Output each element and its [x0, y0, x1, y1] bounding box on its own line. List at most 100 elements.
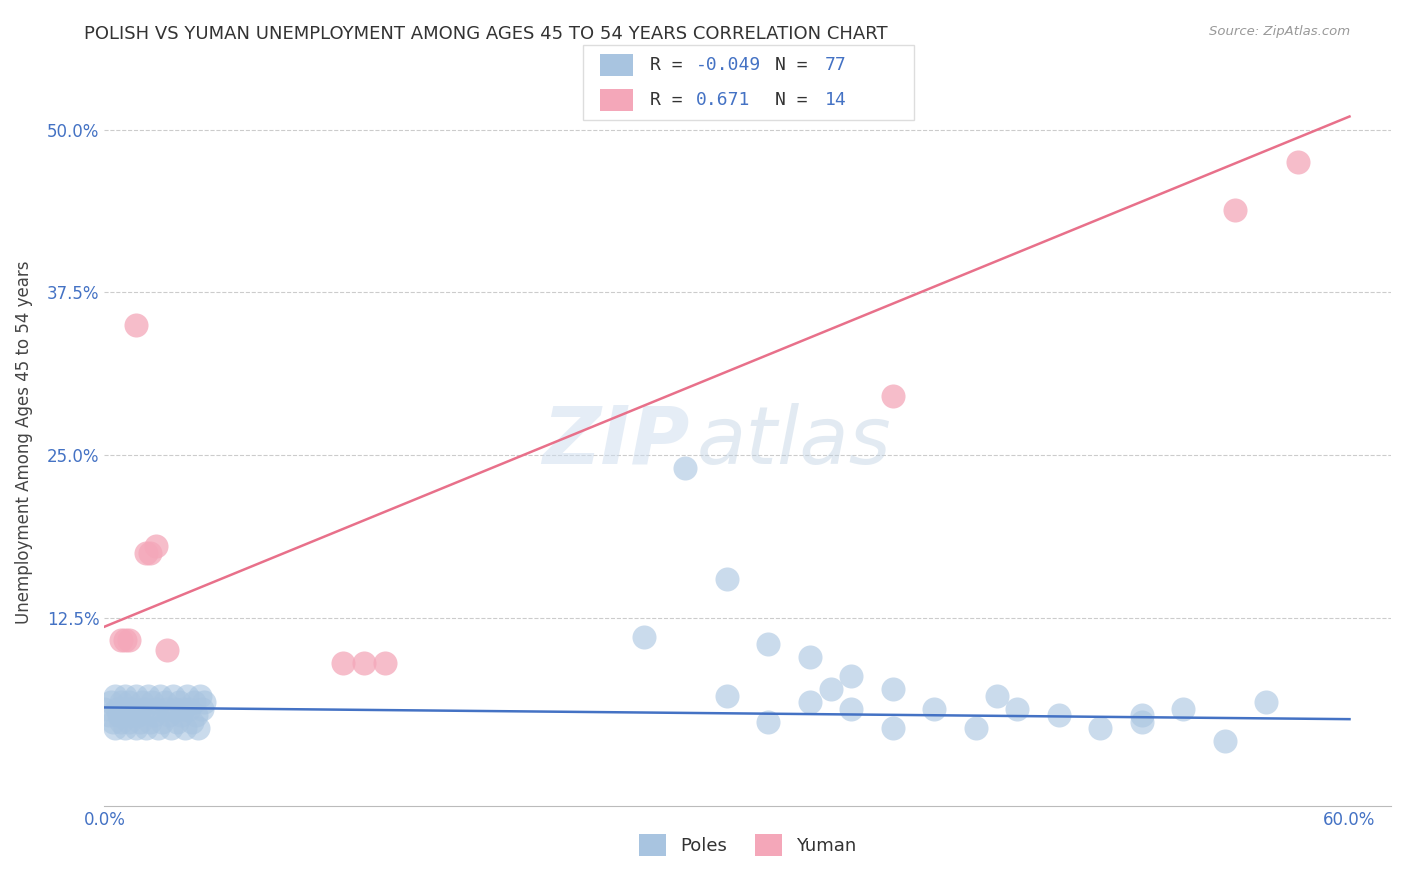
Point — [110, 632, 132, 647]
Point — [148, 721, 170, 735]
Point — [135, 545, 157, 559]
Point — [716, 572, 738, 586]
Point — [110, 714, 132, 729]
Point — [882, 682, 904, 697]
Text: POLISH VS YUMAN UNEMPLOYMENT AMONG AGES 45 TO 54 YEARS CORRELATION CHART: POLISH VS YUMAN UNEMPLOYMENT AMONG AGES … — [84, 25, 889, 43]
Point — [1286, 155, 1309, 169]
FancyBboxPatch shape — [600, 54, 633, 77]
Point — [176, 689, 198, 703]
Y-axis label: Unemployment Among Ages 45 to 54 years: Unemployment Among Ages 45 to 54 years — [15, 260, 32, 624]
Point — [1047, 708, 1070, 723]
Text: -0.049: -0.049 — [696, 56, 761, 74]
Point — [159, 721, 181, 735]
Point — [191, 702, 214, 716]
Text: N =: N = — [775, 91, 818, 109]
Point — [104, 721, 127, 735]
Point — [1256, 695, 1278, 709]
Point — [139, 714, 162, 729]
Text: Source: ZipAtlas.com: Source: ZipAtlas.com — [1209, 25, 1350, 38]
Point — [167, 695, 190, 709]
Point — [163, 702, 186, 716]
Point — [193, 695, 215, 709]
Point — [1225, 203, 1247, 218]
Point — [187, 721, 209, 735]
Point — [100, 695, 122, 709]
FancyBboxPatch shape — [583, 45, 914, 120]
Point — [110, 695, 132, 709]
Point — [633, 630, 655, 644]
Point — [1130, 714, 1153, 729]
Point — [183, 695, 205, 709]
Point — [1173, 702, 1195, 716]
Point — [170, 708, 193, 723]
Point — [104, 689, 127, 703]
Text: ZIP: ZIP — [543, 403, 690, 481]
Point — [841, 702, 863, 716]
Point — [115, 708, 138, 723]
Point — [924, 702, 946, 716]
Point — [112, 702, 135, 716]
Point — [179, 702, 201, 716]
Point — [124, 721, 146, 735]
Point — [841, 669, 863, 683]
Point — [124, 318, 146, 332]
Point — [135, 721, 157, 735]
Point — [118, 714, 141, 729]
Point — [758, 637, 780, 651]
Point — [114, 632, 136, 647]
Point — [882, 389, 904, 403]
Point — [882, 721, 904, 735]
Point — [127, 708, 149, 723]
Point — [149, 689, 172, 703]
Point — [143, 708, 166, 723]
Point — [132, 702, 155, 716]
Point — [124, 689, 146, 703]
Point — [184, 708, 207, 723]
Point — [332, 656, 354, 670]
Point — [139, 545, 162, 559]
Point — [820, 682, 842, 697]
Point — [108, 708, 131, 723]
Point — [145, 702, 167, 716]
Point — [118, 632, 141, 647]
FancyBboxPatch shape — [600, 88, 633, 112]
Text: 14: 14 — [825, 91, 846, 109]
Point — [156, 643, 179, 657]
Point — [101, 714, 124, 729]
Point — [153, 695, 176, 709]
Point — [1130, 708, 1153, 723]
Point — [162, 689, 184, 703]
Point — [675, 461, 697, 475]
Point — [152, 714, 174, 729]
Point — [799, 695, 821, 709]
Text: 77: 77 — [825, 56, 846, 74]
Point — [965, 721, 987, 735]
Point — [716, 689, 738, 703]
Point — [141, 695, 163, 709]
Point — [1007, 702, 1029, 716]
Point — [188, 689, 211, 703]
Point — [353, 656, 375, 670]
Point — [105, 702, 128, 716]
Text: R =: R = — [650, 91, 693, 109]
Point — [166, 714, 188, 729]
Point — [93, 702, 115, 716]
Point — [118, 695, 141, 709]
Point — [145, 539, 167, 553]
Point — [1090, 721, 1112, 735]
Point — [136, 689, 159, 703]
Legend: Poles, Yuman: Poles, Yuman — [631, 827, 863, 863]
Text: N =: N = — [775, 56, 818, 74]
Point — [157, 708, 180, 723]
Text: 0.671: 0.671 — [696, 91, 751, 109]
Point — [172, 702, 194, 716]
Point — [180, 714, 202, 729]
Point — [373, 656, 395, 670]
Point — [758, 714, 780, 729]
Text: atlas: atlas — [696, 403, 891, 481]
Point — [1213, 734, 1236, 748]
Point — [114, 689, 136, 703]
Point — [122, 708, 145, 723]
Text: R =: R = — [650, 56, 693, 74]
Point — [120, 702, 142, 716]
